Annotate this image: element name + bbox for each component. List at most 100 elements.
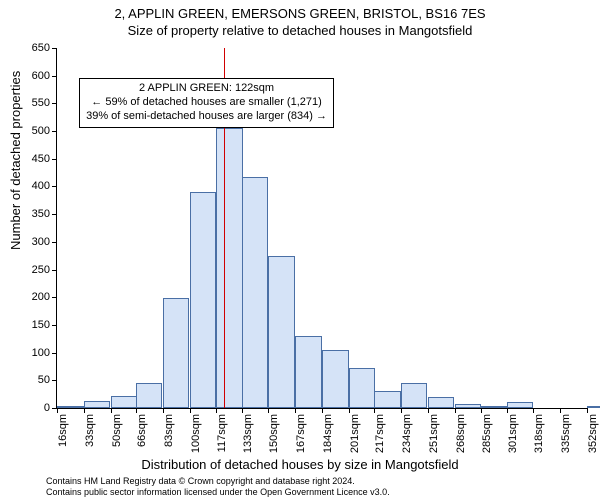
- y-tick-label: 650: [32, 42, 50, 54]
- x-tick-label: 150sqm: [268, 414, 280, 453]
- chart-titles: 2, APPLIN GREEN, EMERSONS GREEN, BRISTOL…: [0, 6, 600, 38]
- x-tick-label: 251sqm: [428, 414, 440, 453]
- x-tick: [455, 408, 456, 413]
- y-tick-label: 250: [32, 264, 50, 276]
- histogram-bar: [268, 256, 295, 408]
- x-tick-label: 335sqm: [560, 414, 572, 453]
- histogram-bar: [349, 368, 376, 408]
- x-tick-label: 217sqm: [374, 414, 386, 453]
- x-tick-label: 285sqm: [481, 414, 493, 453]
- chart-container: 2, APPLIN GREEN, EMERSONS GREEN, BRISTOL…: [0, 0, 600, 500]
- x-tick-label: 268sqm: [455, 414, 467, 453]
- histogram-bar: [111, 396, 138, 408]
- footnote-line2: Contains public sector information licen…: [46, 487, 592, 498]
- y-tick-label: 200: [32, 291, 50, 303]
- x-tick: [401, 408, 402, 413]
- plot-area: 0501001502002503003504004505005506006501…: [56, 48, 587, 409]
- x-tick-label: 66sqm: [136, 414, 148, 447]
- x-tick: [242, 408, 243, 413]
- y-tick-label: 550: [32, 97, 50, 109]
- x-tick: [190, 408, 191, 413]
- y-tick: [52, 214, 57, 215]
- y-tick: [52, 297, 57, 298]
- x-tick-label: 318sqm: [533, 414, 545, 453]
- histogram-bar: [401, 383, 428, 408]
- histogram-bar: [242, 177, 269, 409]
- x-tick: [136, 408, 137, 413]
- x-tick: [216, 408, 217, 413]
- chart-title-address: 2, APPLIN GREEN, EMERSONS GREEN, BRISTOL…: [0, 6, 600, 21]
- histogram-bar: [374, 391, 401, 408]
- x-tick-label: 133sqm: [242, 414, 254, 453]
- x-tick-label: 100sqm: [190, 414, 202, 453]
- annotation-line: 2 APPLIN GREEN: 122sqm: [86, 82, 327, 96]
- x-tick: [428, 408, 429, 413]
- annotation-box: 2 APPLIN GREEN: 122sqm← 59% of detached …: [79, 78, 334, 127]
- x-tick-label: 352sqm: [587, 414, 599, 453]
- histogram-bar: [295, 336, 322, 408]
- x-tick-label: 83sqm: [163, 414, 175, 447]
- x-tick-label: 50sqm: [111, 414, 123, 447]
- annotation-line: 39% of semi-detached houses are larger (…: [86, 110, 327, 124]
- x-tick-label: 117sqm: [216, 414, 228, 452]
- x-tick: [322, 408, 323, 413]
- y-tick: [52, 380, 57, 381]
- x-tick-label: 201sqm: [349, 414, 361, 453]
- x-tick-label: 33sqm: [84, 414, 96, 447]
- y-tick: [52, 76, 57, 77]
- histogram-bar: [507, 402, 534, 408]
- x-tick: [560, 408, 561, 413]
- y-tick-label: 0: [44, 402, 50, 414]
- x-tick-label: 301sqm: [507, 414, 519, 453]
- histogram-bar: [136, 383, 163, 408]
- x-tick: [84, 408, 85, 413]
- y-tick-label: 150: [32, 319, 50, 331]
- y-tick: [52, 186, 57, 187]
- x-tick: [533, 408, 534, 413]
- x-axis-label: Distribution of detached houses by size …: [0, 457, 600, 472]
- x-tick: [163, 408, 164, 413]
- y-axis-label: Number of detached properties: [8, 71, 23, 250]
- x-tick-label: 16sqm: [57, 414, 69, 447]
- x-tick-label: 167sqm: [295, 414, 307, 453]
- y-tick: [52, 131, 57, 132]
- histogram-bar: [163, 298, 190, 408]
- y-tick: [52, 103, 57, 104]
- y-tick-label: 450: [32, 153, 50, 165]
- y-tick-label: 600: [32, 70, 50, 82]
- x-tick-label: 184sqm: [322, 414, 334, 453]
- y-tick: [52, 325, 57, 326]
- y-tick: [52, 48, 57, 49]
- x-tick: [57, 408, 58, 413]
- x-tick: [111, 408, 112, 413]
- chart-title-sub: Size of property relative to detached ho…: [0, 23, 600, 38]
- y-tick: [52, 159, 57, 160]
- y-tick: [52, 242, 57, 243]
- y-tick-label: 100: [32, 347, 50, 359]
- x-tick: [295, 408, 296, 413]
- x-tick: [268, 408, 269, 413]
- x-tick: [587, 408, 588, 413]
- histogram-bar: [216, 128, 243, 408]
- x-tick-label: 234sqm: [401, 414, 413, 453]
- histogram-bar: [84, 401, 111, 408]
- y-tick: [52, 270, 57, 271]
- y-tick-label: 50: [38, 374, 50, 386]
- histogram-bar: [57, 406, 84, 408]
- y-tick-label: 400: [32, 180, 50, 192]
- histogram-bar: [322, 350, 349, 408]
- annotation-line: ← 59% of detached houses are smaller (1,…: [86, 96, 327, 110]
- y-tick-label: 350: [32, 208, 50, 220]
- y-tick: [52, 353, 57, 354]
- x-tick: [507, 408, 508, 413]
- histogram-bar: [587, 406, 600, 408]
- x-tick: [481, 408, 482, 413]
- footnote: Contains HM Land Registry data © Crown c…: [46, 476, 592, 498]
- histogram-bar: [455, 404, 482, 408]
- y-tick-label: 500: [32, 125, 50, 137]
- histogram-bar: [428, 397, 455, 408]
- y-tick-label: 300: [32, 236, 50, 248]
- x-tick: [374, 408, 375, 413]
- x-tick: [349, 408, 350, 413]
- histogram-bar: [481, 406, 508, 408]
